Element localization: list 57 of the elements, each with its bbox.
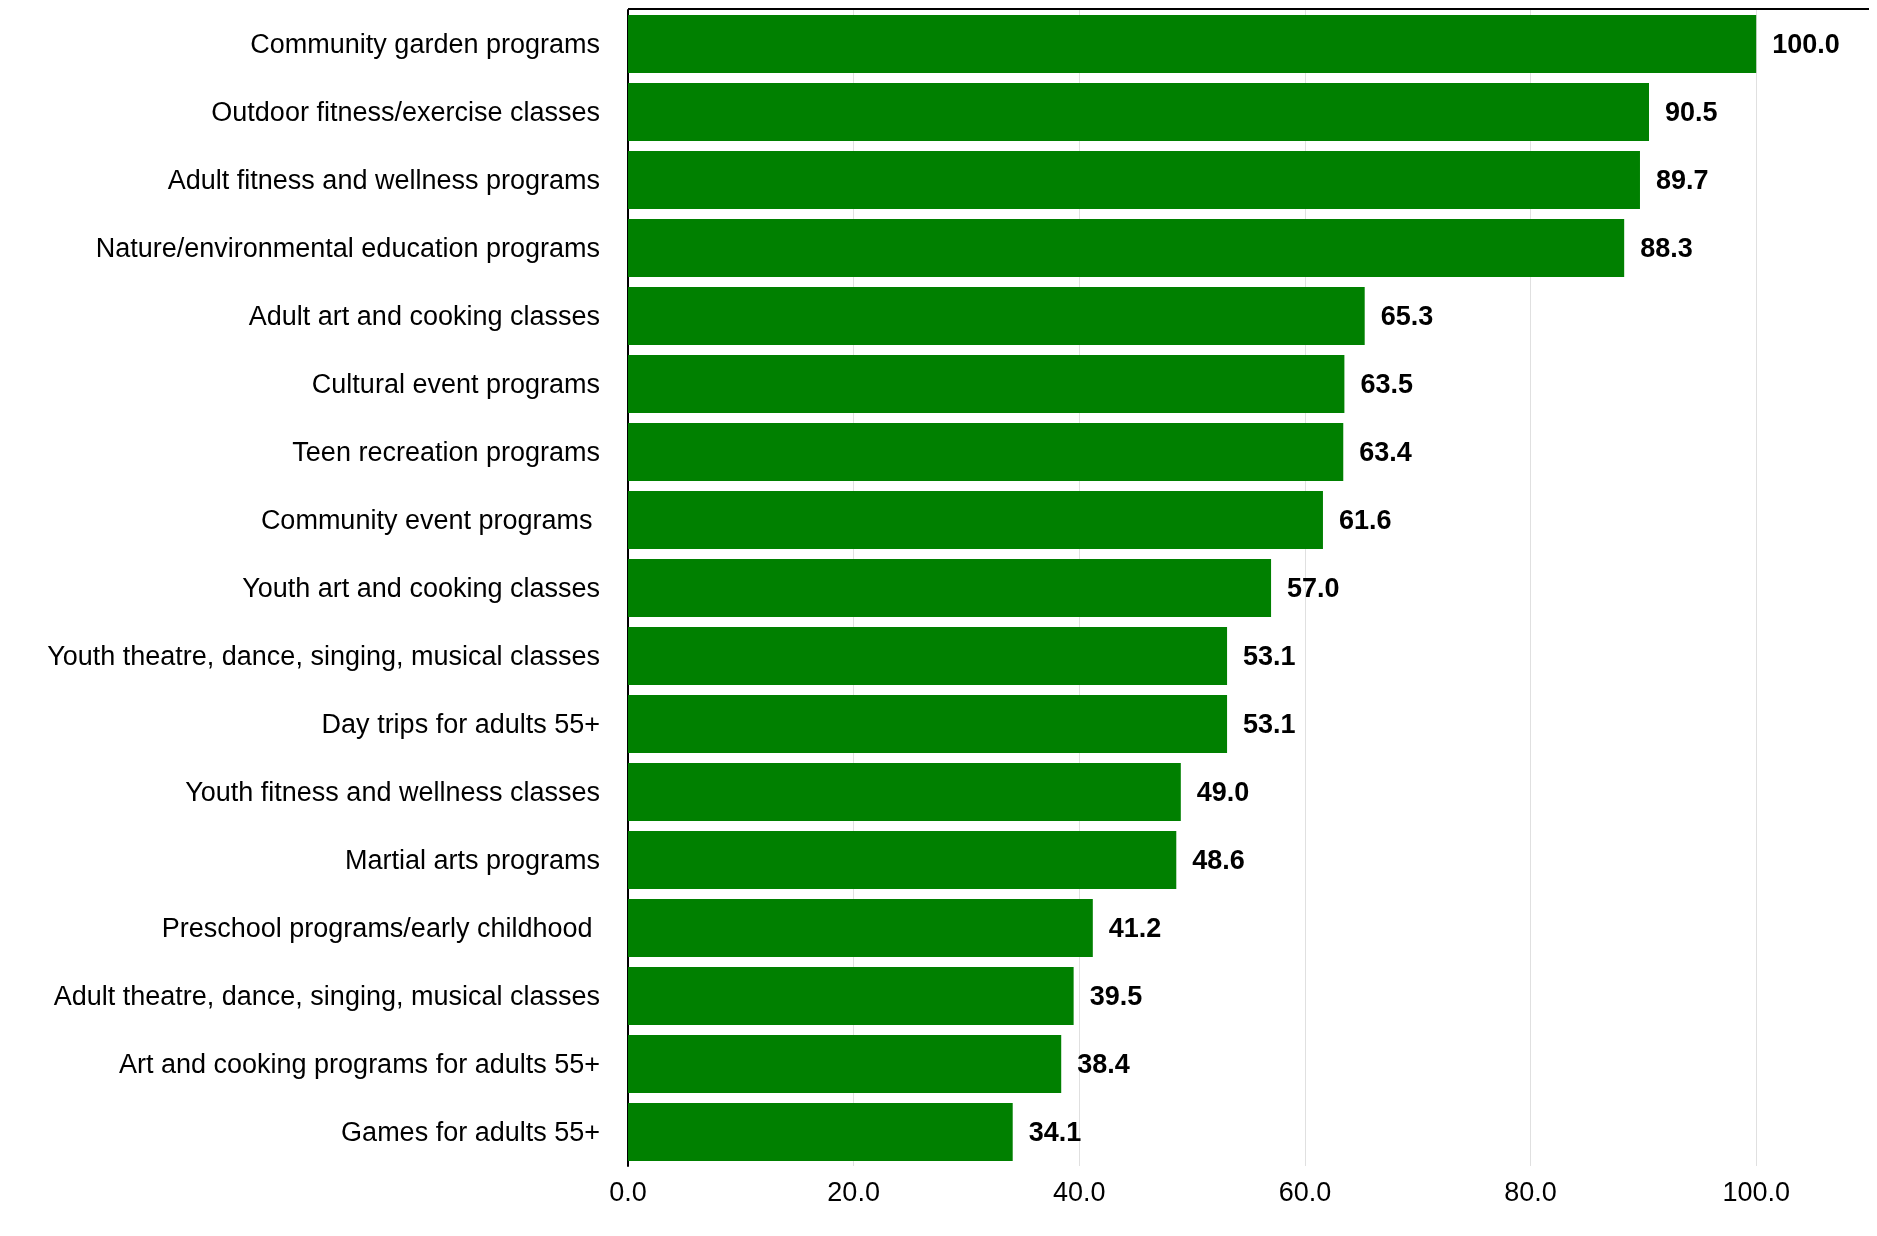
bar bbox=[628, 355, 1345, 413]
data-label: 41.2 bbox=[1108, 913, 1162, 943]
x-tick-label: 60.0 bbox=[1278, 1176, 1332, 1207]
y-tick-label: Adult fitness and wellness programs bbox=[167, 165, 600, 195]
x-tick-label: 80.0 bbox=[1504, 1176, 1557, 1207]
data-label: 48.6 bbox=[1192, 845, 1245, 875]
data-label: 90.5 bbox=[1665, 97, 1718, 127]
data-label: 49.0 bbox=[1196, 777, 1250, 807]
x-tick-label: 100.0 bbox=[1722, 1176, 1790, 1207]
y-tick-label: Nature/environmental education programs bbox=[95, 233, 600, 263]
y-tick-label: Adult art and cooking classes bbox=[248, 301, 600, 331]
bar bbox=[628, 83, 1649, 141]
y-tick-label: Youth fitness and wellness classes bbox=[185, 777, 600, 807]
x-tick-label: 40.0 bbox=[1052, 1176, 1106, 1207]
bar bbox=[628, 695, 1228, 753]
y-tick-label: Community event programs bbox=[260, 505, 600, 535]
data-label: 100.0 bbox=[1772, 29, 1840, 59]
bar bbox=[628, 627, 1228, 685]
bar bbox=[628, 287, 1365, 345]
y-tick-label: Youth art and cooking classes bbox=[242, 573, 600, 603]
bar bbox=[628, 763, 1181, 821]
data-label: 39.5 bbox=[1089, 981, 1143, 1011]
bar bbox=[628, 15, 1757, 73]
y-tick-label: Community garden programs bbox=[250, 29, 600, 59]
data-label: 57.0 bbox=[1287, 573, 1340, 603]
bar bbox=[628, 491, 1323, 549]
bar bbox=[628, 967, 1074, 1025]
data-label: 34.1 bbox=[1028, 1117, 1082, 1147]
y-tick-label: Preschool programs/early childhood bbox=[161, 913, 600, 943]
data-label: 65.3 bbox=[1380, 301, 1434, 331]
x-tick-label: 20.0 bbox=[827, 1176, 880, 1207]
bar bbox=[628, 1035, 1062, 1093]
y-tick-label: Games for adults 55+ bbox=[341, 1117, 600, 1147]
bar bbox=[628, 423, 1344, 481]
y-tick-label: Martial arts programs bbox=[344, 845, 600, 875]
bar bbox=[628, 1103, 1013, 1161]
bar bbox=[628, 559, 1272, 617]
bar bbox=[628, 151, 1640, 209]
data-label: 61.6 bbox=[1338, 505, 1392, 535]
data-label: 53.1 bbox=[1243, 709, 1296, 739]
y-tick-label: Art and cooking programs for adults 55+ bbox=[118, 1049, 600, 1079]
data-label: 38.4 bbox=[1077, 1049, 1130, 1079]
x-tick-label: 0.0 bbox=[609, 1176, 647, 1207]
data-label: 53.1 bbox=[1243, 641, 1296, 671]
bar bbox=[628, 831, 1177, 889]
data-label: 88.3 bbox=[1640, 233, 1693, 263]
y-tick-label: Cultural event programs bbox=[311, 369, 600, 399]
bar bbox=[628, 219, 1625, 277]
data-label: 63.4 bbox=[1359, 437, 1412, 467]
data-label: 63.5 bbox=[1360, 369, 1413, 399]
data-label: 89.7 bbox=[1655, 165, 1709, 195]
y-tick-label: Youth theatre, dance, singing, musical classes bbox=[47, 641, 600, 671]
y-tick-label: Teen recreation programs bbox=[292, 437, 600, 467]
bar bbox=[628, 899, 1093, 957]
y-tick-label: Day trips for adults 55+ bbox=[321, 709, 600, 739]
y-tick-label: Adult theatre, dance, singing, musical classes bbox=[53, 981, 600, 1011]
y-tick-label: Outdoor fitness/exercise classes bbox=[211, 97, 600, 127]
